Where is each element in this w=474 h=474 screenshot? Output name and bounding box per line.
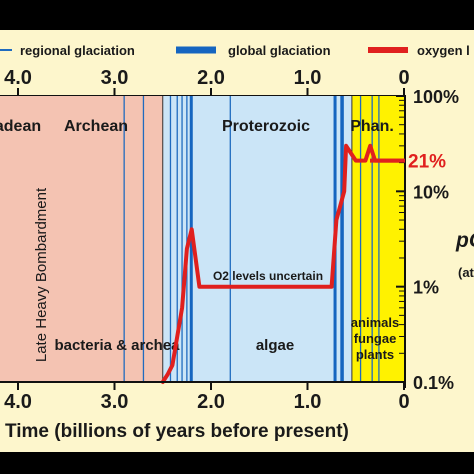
bottom-tick-label-2: 2.0 <box>197 391 225 413</box>
right-tick-label-1: 10% <box>413 182 449 202</box>
top-tick-label-2: 2.0 <box>197 67 225 89</box>
eon-band-0 <box>0 96 18 382</box>
right-tick-label-0: 100% <box>413 87 459 107</box>
right-axis-subtitle-partial: (at <box>458 265 474 280</box>
legend-oxygen-label: oxygen l <box>417 43 470 58</box>
eon-label-hadean: adean <box>0 118 41 135</box>
oxygen-timeline-chart: regional glaciation global glaciation oxyg… <box>0 43 474 442</box>
bottom-tick-label-4: 0 <box>398 391 409 413</box>
top-tick-label-1: 3.0 <box>101 67 129 89</box>
x-axis-title: Time (billions of years before present) <box>5 421 349 442</box>
right-axis-title-partial: pO <box>455 229 474 252</box>
eon-band-1 <box>18 96 163 382</box>
right-tick-label-2: 1% <box>413 278 439 298</box>
highlight-21-label: 21% <box>408 152 446 173</box>
legend-regional-label: regional glaciation <box>20 43 135 58</box>
legend-global-label: global glaciation <box>228 43 331 58</box>
label-bacteria-archea: bacteria & archea <box>54 337 180 354</box>
label-o2-uncertain: O2 levels uncertain <box>213 269 323 283</box>
chart-panel: regional glaciation global glaciation oxyg… <box>0 30 474 452</box>
eon-label-archean: Archean <box>64 118 128 135</box>
top-tick-label-4: 0 <box>398 67 409 89</box>
global-glaciation-2 <box>340 96 344 382</box>
eon-label-proterozoic: Proterozoic <box>222 118 310 135</box>
oxygen-series-line <box>160 143 406 384</box>
label-algae: algae <box>256 337 294 354</box>
eon-label-phanerozoic: Phan. <box>350 118 394 135</box>
bottom-tick-label-0: 4.0 <box>4 391 32 413</box>
label-fungae: fungae <box>354 331 397 346</box>
bottom-tick-label-3: 1.0 <box>294 391 322 413</box>
label-animals: animals <box>351 315 399 330</box>
bottom-tick-label-1: 3.0 <box>101 391 129 413</box>
late-heavy-bombardment-label: Late Heavy Bombardment <box>33 187 50 362</box>
top-tick-label-3: 1.0 <box>294 67 322 89</box>
right-tick-label-3: 0.1% <box>413 373 454 393</box>
label-plants: plants <box>356 347 394 362</box>
top-tick-label-0: 4.0 <box>4 67 32 89</box>
